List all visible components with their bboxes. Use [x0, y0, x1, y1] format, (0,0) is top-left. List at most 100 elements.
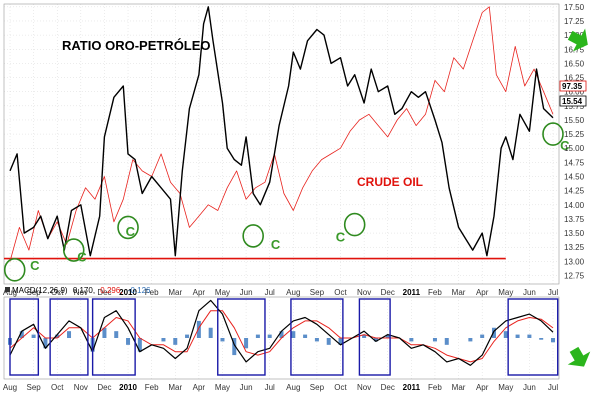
macd-highlight-box-1: [49, 298, 89, 376]
macd-hist-bar-22: [267, 334, 272, 338]
macd-hist-bar-26: [314, 338, 319, 342]
macd-hist-bar-16: [196, 320, 201, 338]
y-tick-label-0: 17.50: [564, 3, 585, 12]
macd-hist-bar-44: [527, 334, 532, 338]
down-arrow-macd: [567, 346, 591, 367]
y-tick-label-8: 15.50: [564, 116, 585, 125]
macd-hist-bar-5: [67, 331, 72, 338]
macd-hist-bar-14: [173, 338, 178, 345]
circled-low-0: [3, 258, 26, 282]
macd-hist-bar-17: [208, 327, 213, 338]
macd-highlight-box-0: [9, 298, 40, 376]
main-plot-frame: [3, 3, 560, 285]
macd-x-tick-label-16: Dec: [381, 383, 395, 392]
macd-x-tick-label-3: Nov: [74, 383, 88, 392]
macd-hist-bar-42: [503, 331, 508, 338]
macd-hist-bar-15: [185, 334, 190, 338]
x-tick-label-18: Feb: [428, 288, 442, 297]
last-value-badges: 97.35 15.54: [559, 80, 587, 107]
x-tick-label-11: Jul: [265, 288, 275, 297]
macd-hist-bar-20: [244, 338, 249, 349]
macd-hist-bar-30: [362, 334, 367, 338]
x-tick-label-5: 2010: [119, 288, 137, 297]
last-value-ratio: 15.54: [562, 97, 583, 106]
macd-highlight-box-2: [91, 298, 136, 376]
macd-hist-bar-24: [291, 331, 296, 338]
crude-oil-label: CRUDE OIL: [357, 175, 423, 189]
circled-low-3: [242, 224, 264, 248]
macd-hist-bar-36: [432, 338, 437, 342]
y-axis-ticks: 17.5017.2517.0016.7516.5016.2516.0015.75…: [564, 3, 585, 281]
macd-x-tick-label-9: May: [215, 383, 230, 392]
c-label-4: C: [336, 230, 346, 245]
y-tick-label-13: 14.25: [564, 187, 585, 196]
macd-x-tick-label-13: Sep: [310, 383, 325, 392]
x-tick-label-8: Apr: [193, 288, 206, 297]
gold-oil-ratio-line: [9, 6, 554, 257]
macd-x-tick-label-2: Oct: [51, 383, 64, 392]
x-tick-label-20: Apr: [476, 288, 489, 297]
macd-hist-bar-23: [279, 331, 284, 338]
macd-hist-bar-4: [55, 334, 60, 338]
c-label-5: C: [560, 138, 570, 153]
macd-x-tick-label-10: Jun: [240, 383, 253, 392]
macd-hist-bar-18: [220, 338, 225, 342]
x-tick-label-22: Jun: [523, 288, 536, 297]
macd-hist-bar-21: [255, 334, 260, 338]
chart-title: RATIO ORO-PETRÓLEO: [62, 38, 211, 53]
macd-hist-bar-45: [539, 338, 544, 340]
c-label-3: C: [271, 237, 281, 252]
macd-legend-text: MACD(12,26,9) 0.170, 0.296, -0.126: [12, 286, 151, 295]
x-tick-label-1: Sep: [26, 288, 41, 297]
c-label-0: C: [30, 258, 40, 273]
macd-highlight-box-4: [290, 298, 344, 376]
macd-highlight-boxes: [9, 298, 559, 376]
macd-highlight-box-6: [507, 298, 559, 376]
macd-x-tick-label-6: Feb: [145, 383, 159, 392]
x-tick-label-4: Dec: [97, 288, 111, 297]
main-series: [9, 6, 554, 262]
macd-hist-bar-46: [551, 338, 555, 343]
x-tick-label-17: 2011: [403, 288, 421, 297]
y-tick-label-17: 13.25: [564, 243, 585, 252]
macd-hist-bar-2: [31, 334, 36, 338]
x-tick-label-23: Jul: [548, 288, 558, 297]
y-tick-label-18: 13.00: [564, 257, 585, 266]
circled-low-2: [117, 215, 139, 240]
y-tick-label-6: 16.00: [564, 88, 585, 97]
macd-legend-v1: 0.170,: [73, 286, 95, 295]
macd-x-tick-label-15: Nov: [357, 383, 371, 392]
macd-hist-bar-41: [491, 327, 496, 338]
y-tick-label-5: 16.25: [564, 74, 585, 83]
macd-x-tick-label-12: Aug: [286, 383, 300, 392]
macd-legend: MACD(12,26,9) 0.170, 0.296, -0.126: [5, 286, 151, 295]
macd-hist-bar-1: [19, 331, 24, 338]
macd-hist-bar-19: [232, 338, 237, 356]
macd-line: [9, 299, 554, 366]
last-value-crude: 97.35: [562, 82, 583, 91]
circled-low-5: [542, 122, 564, 146]
x-tick-label-19: Mar: [452, 288, 466, 297]
macd-hist-bar-27: [326, 338, 331, 345]
macd-hist-bar-3: [43, 338, 48, 349]
macd-hist-bar-32: [385, 334, 390, 338]
macd-hist-bar-10: [126, 338, 131, 345]
macd-legend-v3: -0.126: [128, 286, 151, 295]
x-tick-label-9: May: [215, 288, 230, 297]
y-tick-label-1: 17.25: [564, 17, 585, 26]
macd-hist-bar-11: [137, 338, 142, 352]
macd-hist-bar-8: [102, 327, 107, 338]
macd-x-tick-label-17: 2011: [403, 383, 421, 392]
x-tick-label-12: Aug: [286, 288, 300, 297]
macd-legend-v2: 0.296,: [100, 286, 122, 295]
macd-x-tick-label-11: Jul: [265, 383, 275, 392]
x-tick-label-15: Nov: [357, 288, 371, 297]
macd-highlight-box-3: [217, 298, 266, 376]
macd-x-tick-label-20: Apr: [476, 383, 489, 392]
macd-x-tick-label-8: Apr: [193, 383, 206, 392]
x-tick-label-3: Nov: [74, 288, 88, 297]
circled-low-4: [343, 212, 366, 237]
macd-x-tick-label-21: May: [498, 383, 513, 392]
macd-signal-line: [9, 310, 554, 363]
